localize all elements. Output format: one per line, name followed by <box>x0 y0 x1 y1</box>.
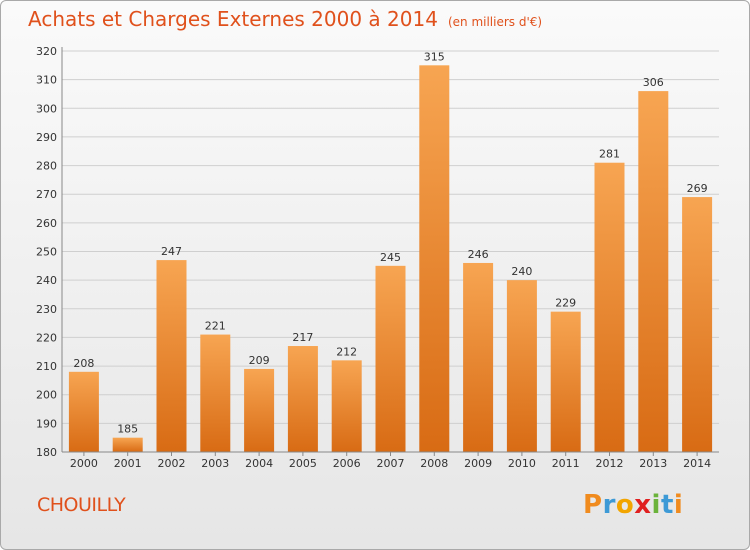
logo-letter: t <box>660 490 674 520</box>
bar-value-label: 246 <box>468 248 489 261</box>
logo-letter: o <box>615 490 635 520</box>
bar <box>682 197 713 452</box>
x-tick-label: 2012 <box>596 457 624 470</box>
bar-value-label: 217 <box>292 331 313 344</box>
bar-value-label: 240 <box>511 265 532 278</box>
axes: 180 190 200 210 220 230 240 250 260 270 280 290 300 3… <box>36 45 719 470</box>
bar <box>638 91 669 452</box>
bar <box>244 368 275 452</box>
unit-text: (en milliers d'€) <box>447 15 543 29</box>
x-tick-label: 2000 <box>70 457 98 470</box>
bar-value-label: 221 <box>205 320 226 333</box>
bars: 208 185 247 221 209 217 212 245 315 246 240 229 281 3… <box>68 50 713 453</box>
bar-value-label: 306 <box>643 76 664 89</box>
bar <box>112 437 143 452</box>
bar <box>506 280 537 452</box>
y-tick-label: 260 <box>36 217 57 230</box>
y-tick-label: 270 <box>36 188 57 201</box>
bar-value-label: 209 <box>249 354 270 367</box>
bar-value-label: 185 <box>117 423 138 436</box>
y-tick-label: 310 <box>36 74 57 87</box>
x-tick-label: 2005 <box>289 457 317 470</box>
logo-letter: r <box>602 490 616 520</box>
y-tick-label: 280 <box>36 160 57 173</box>
title-text: Achats et Charges Externes 2000 à 2014 <box>28 7 438 31</box>
bar-value-label: 212 <box>336 345 357 358</box>
logo-letter: x <box>634 490 652 520</box>
bar-value-label: 315 <box>424 50 445 63</box>
x-tick-label: 2006 <box>333 457 361 470</box>
y-tick-label: 220 <box>36 331 57 344</box>
bar <box>331 360 362 452</box>
bar-value-label: 269 <box>687 182 708 195</box>
y-tick-label: 190 <box>36 417 57 430</box>
x-tick-label: 2011 <box>552 457 580 470</box>
logo-letter: P <box>583 490 603 520</box>
x-tick-label: 2004 <box>245 457 273 470</box>
y-tick-label: 250 <box>36 246 57 259</box>
x-tick-label: 2009 <box>464 457 492 470</box>
x-tick-label: 2008 <box>420 457 448 470</box>
y-tick-label: 320 <box>36 45 57 58</box>
y-tick-label: 290 <box>36 131 57 144</box>
y-tick-label: 300 <box>36 102 57 115</box>
x-tick-label: 2003 <box>201 457 229 470</box>
bar-value-label: 208 <box>73 357 94 370</box>
bar <box>419 65 450 453</box>
y-tick-label: 180 <box>36 446 57 459</box>
bar <box>68 371 99 452</box>
bar <box>200 334 231 452</box>
proxiti-logo: Proxiti <box>583 490 683 520</box>
chart-title: Achats et Charges Externes 2000 à 2014 (e… <box>28 7 542 31</box>
commune-name: CHOUILLY <box>37 494 126 516</box>
x-tick-label: 2014 <box>683 457 711 470</box>
y-tick-label: 200 <box>36 389 57 402</box>
bar-value-label: 247 <box>161 245 182 258</box>
logo-letter: i <box>651 490 661 520</box>
bar <box>375 265 406 452</box>
x-tick-label: 2001 <box>114 457 142 470</box>
y-tick-label: 240 <box>36 274 57 287</box>
bar-value-label: 229 <box>555 297 576 310</box>
x-tick-label: 2010 <box>508 457 536 470</box>
x-tick-label: 2002 <box>158 457 186 470</box>
y-tick-label: 210 <box>36 360 57 373</box>
y-tick-label: 230 <box>36 303 57 316</box>
bar <box>594 162 625 452</box>
bar-value-label: 245 <box>380 251 401 264</box>
x-tick-label: 2007 <box>377 457 405 470</box>
bar <box>463 262 494 452</box>
bar-value-label: 281 <box>599 148 620 161</box>
bar <box>287 346 318 452</box>
bar <box>156 260 187 452</box>
x-tick-label: 2013 <box>639 457 667 470</box>
bar <box>550 311 581 452</box>
logo-letter: i <box>673 490 684 520</box>
